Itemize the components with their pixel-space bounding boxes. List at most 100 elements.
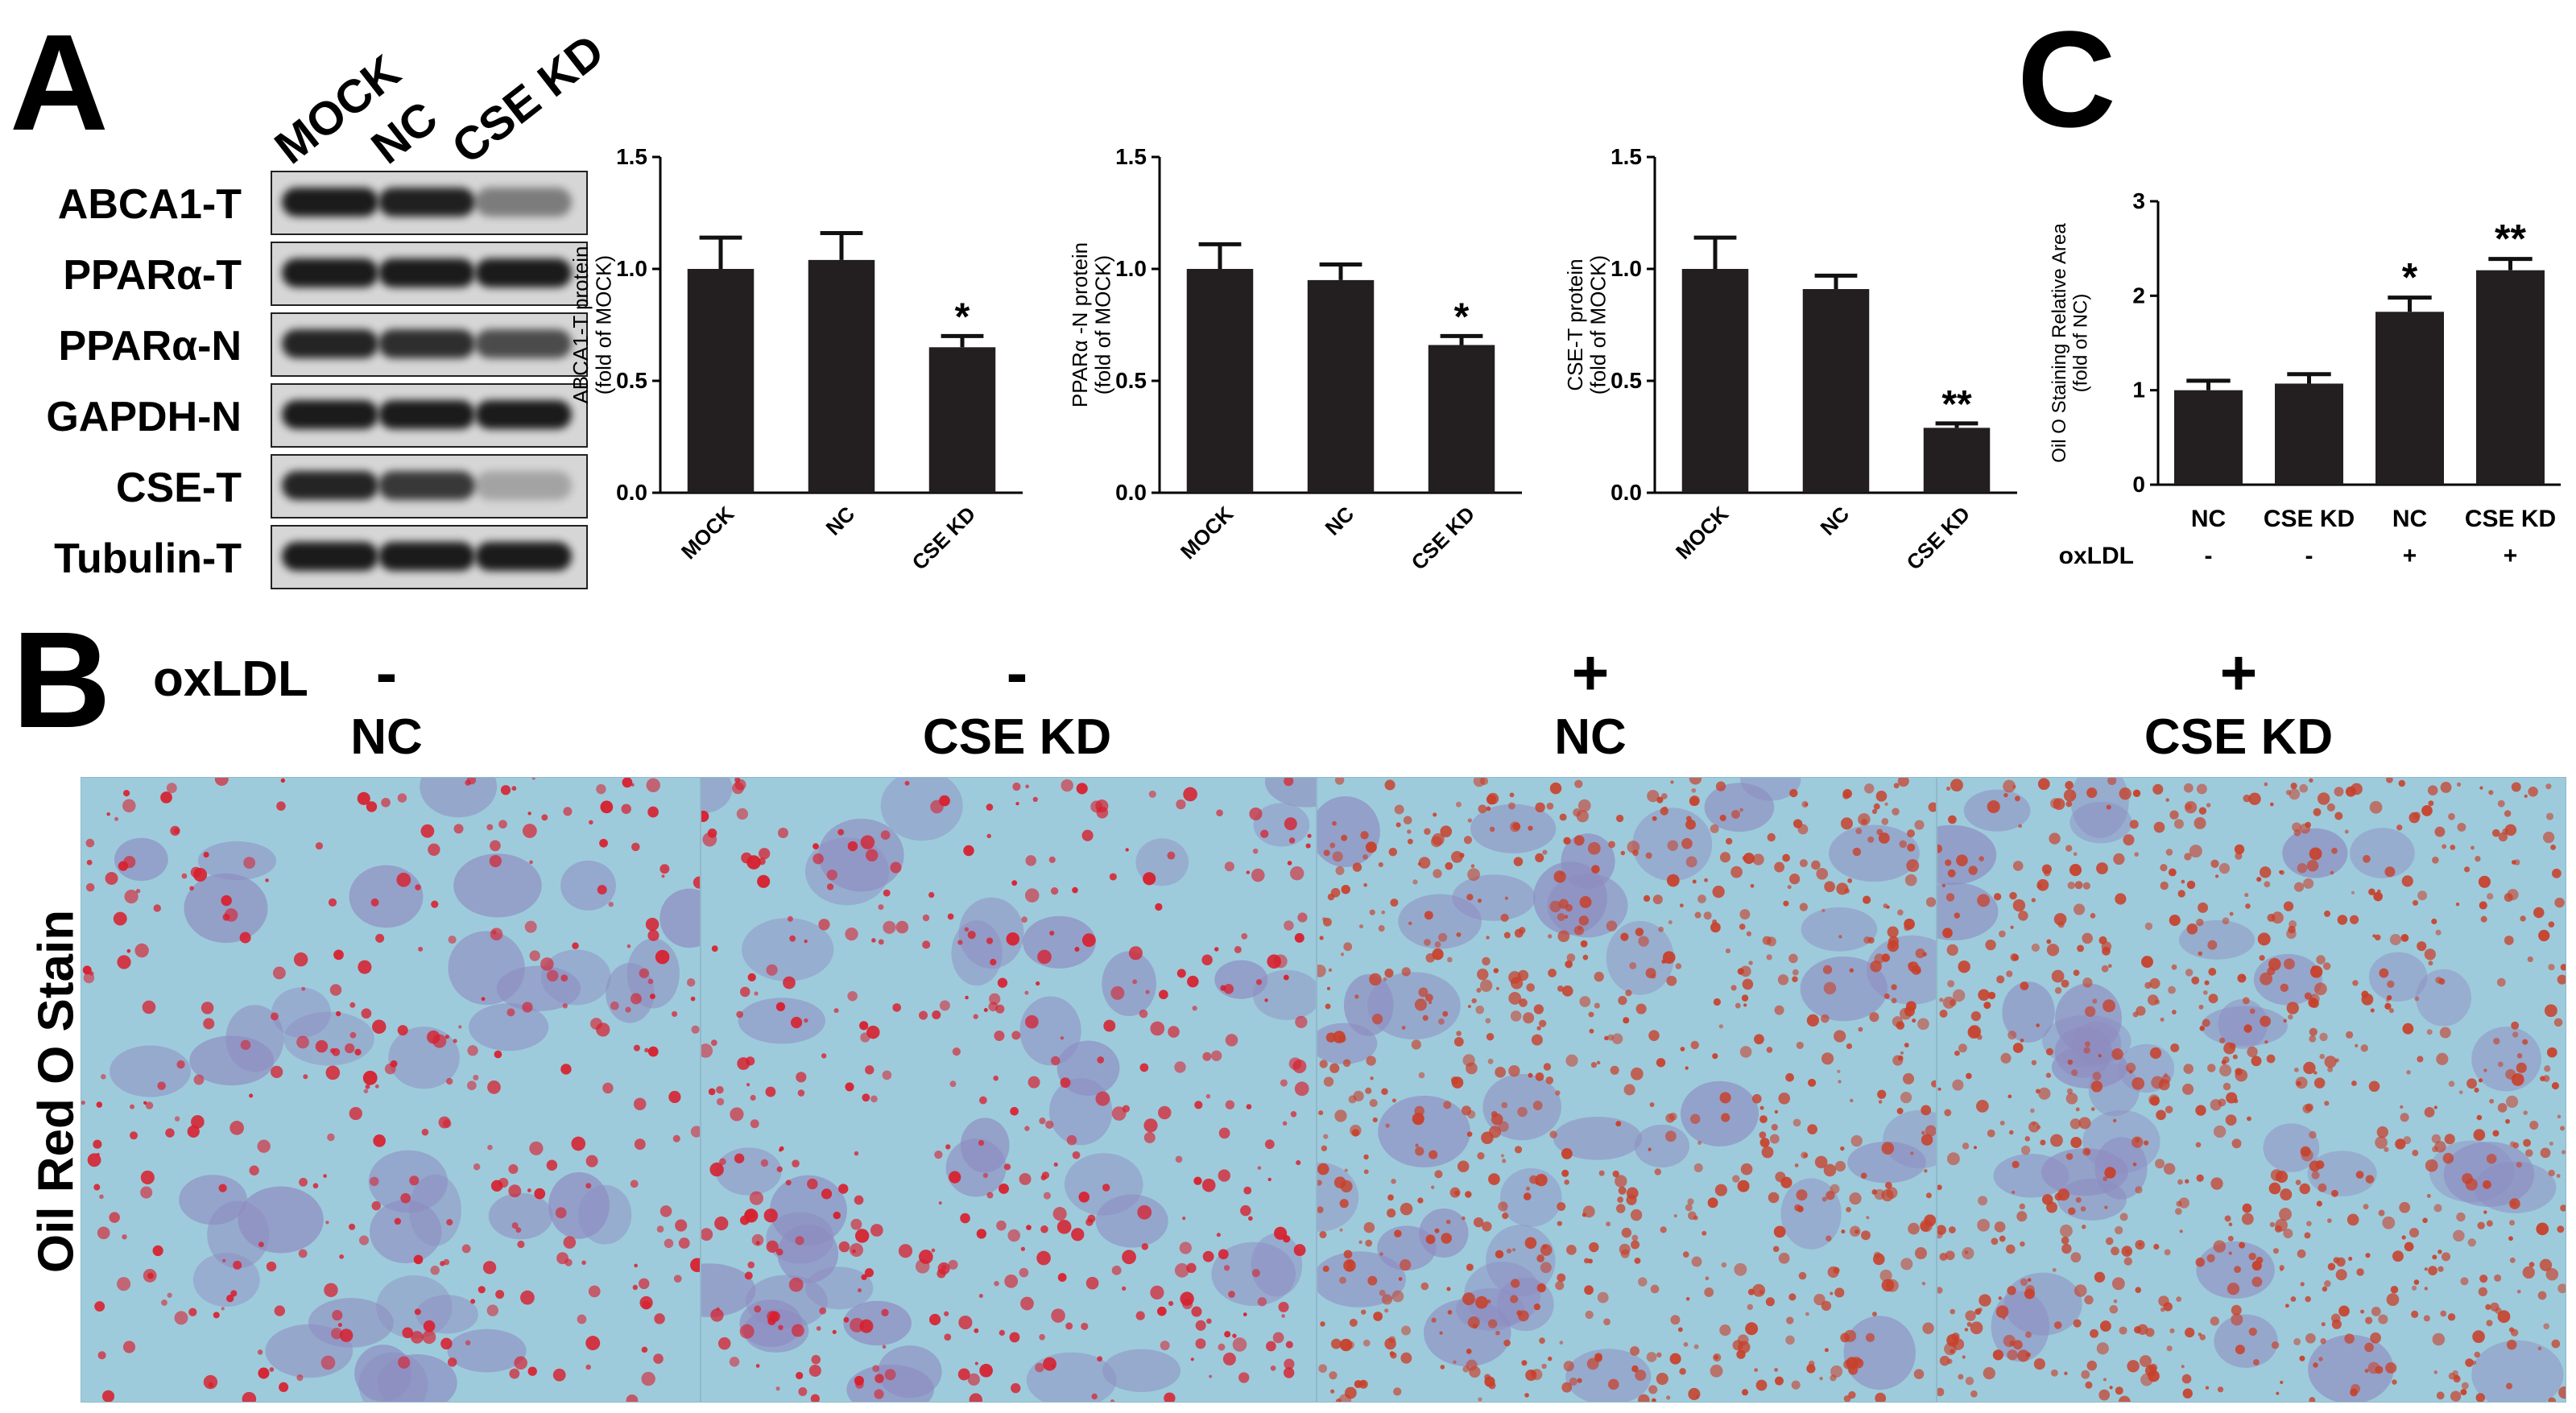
lipid-droplet bbox=[1561, 1147, 1573, 1159]
lipid-droplet bbox=[1323, 1076, 1334, 1087]
blot-band bbox=[282, 258, 378, 287]
lipid-droplet bbox=[2007, 1349, 2018, 1361]
lipid-droplet bbox=[2300, 823, 2310, 834]
lipid-droplet bbox=[872, 1365, 880, 1373]
lipid-droplet bbox=[1334, 778, 1345, 785]
cell-nucleus bbox=[2214, 1314, 2278, 1368]
lipid-droplet bbox=[2109, 1386, 2113, 1390]
lipid-droplet bbox=[1792, 819, 1803, 828]
lipid-droplet bbox=[739, 986, 750, 998]
lipid-droplet bbox=[2038, 1087, 2051, 1100]
lipid-droplet bbox=[1589, 1242, 1599, 1253]
lipid-droplet bbox=[978, 1139, 985, 1147]
lipid-droplet bbox=[1418, 987, 1429, 998]
lipid-droplet bbox=[871, 938, 876, 943]
lipid-droplet bbox=[1565, 903, 1573, 912]
lipid-droplet bbox=[878, 904, 884, 911]
lipid-droplet bbox=[843, 1316, 850, 1323]
lipid-droplet bbox=[1049, 930, 1055, 936]
lipid-droplet bbox=[135, 888, 141, 894]
micrograph-image bbox=[1937, 778, 2566, 1402]
lipid-droplet bbox=[2313, 1071, 2318, 1075]
lipid-droplet bbox=[1365, 1239, 1373, 1247]
lipid-droplet bbox=[1893, 783, 1900, 789]
lipid-droplet bbox=[1798, 1271, 1807, 1280]
lipid-droplet bbox=[1661, 959, 1666, 964]
lipid-droplet bbox=[1240, 1204, 1251, 1217]
lipid-droplet bbox=[1305, 843, 1311, 849]
lipid-droplet bbox=[1081, 933, 1096, 948]
lipid-droplet bbox=[1557, 913, 1565, 922]
lipid-droplet bbox=[1621, 1227, 1632, 1238]
cell-nucleus bbox=[960, 1118, 1010, 1173]
lipid-droplet bbox=[2078, 1117, 2091, 1130]
lipid-droplet bbox=[668, 1090, 681, 1104]
lipid-droplet bbox=[1904, 1043, 1909, 1048]
lipid-droplet bbox=[1679, 903, 1684, 908]
blot-row-label: GAPDH-N bbox=[46, 394, 242, 440]
lipid-droplet bbox=[2351, 1080, 2357, 1086]
lipid-droplet bbox=[1186, 1262, 1197, 1274]
lipid-droplet bbox=[203, 1374, 218, 1390]
lipid-droplet bbox=[240, 1039, 251, 1051]
lipid-droplet bbox=[1695, 1395, 1699, 1399]
lipid-droplet bbox=[1598, 1170, 1605, 1176]
lipid-droplet bbox=[1586, 1357, 1599, 1370]
lipid-droplet bbox=[541, 814, 548, 821]
lipid-droplet bbox=[118, 861, 129, 871]
lipid-droplet bbox=[964, 927, 970, 932]
lipid-droplet bbox=[1610, 1065, 1619, 1075]
x-tick-label: CSE KD bbox=[2465, 506, 2556, 532]
lipid-droplet bbox=[1765, 1297, 1775, 1307]
lipid-droplet bbox=[2202, 1018, 2210, 1027]
lipid-droplet bbox=[859, 1021, 869, 1031]
lipid-droplet bbox=[1045, 1120, 1054, 1129]
lipid-droplet bbox=[1585, 1310, 1594, 1320]
lipid-droplet bbox=[2198, 951, 2203, 956]
lipid-droplet bbox=[1973, 1146, 1977, 1150]
lipid-droplet bbox=[777, 828, 789, 839]
lipid-droplet bbox=[266, 1261, 277, 1272]
lipid-droplet bbox=[2247, 1046, 2258, 1058]
lipid-droplet bbox=[766, 964, 778, 976]
lipid-droplet bbox=[276, 801, 286, 811]
lipid-droplet bbox=[1414, 998, 1427, 1011]
lipid-droplet bbox=[1139, 1009, 1148, 1018]
lipid-droplet bbox=[1805, 1312, 1809, 1316]
lipid-droplet bbox=[763, 1208, 778, 1223]
lipid-droplet bbox=[1125, 848, 1129, 852]
lipid-droplet bbox=[2259, 955, 2265, 961]
lipid-droplet bbox=[2545, 783, 2552, 790]
lipid-droplet bbox=[1516, 1310, 1523, 1316]
lipid-droplet bbox=[2132, 1162, 2137, 1167]
lipid-droplet bbox=[498, 1177, 509, 1188]
lipid-droplet bbox=[1860, 1172, 1867, 1180]
lipid-droplet bbox=[2152, 783, 2164, 795]
lipid-droplet bbox=[1584, 1285, 1594, 1295]
lipid-droplet bbox=[1693, 1344, 1699, 1349]
lipid-droplet bbox=[1252, 848, 1259, 854]
lipid-droplet bbox=[1591, 865, 1600, 874]
lipid-droplet bbox=[788, 1277, 804, 1292]
lipid-droplet bbox=[1524, 1237, 1537, 1250]
lipid-droplet bbox=[2433, 1105, 2437, 1109]
lipid-droplet bbox=[734, 1153, 745, 1163]
lipid-droplet bbox=[2148, 1094, 2160, 1105]
lipid-droplet bbox=[189, 886, 194, 891]
x-tick-label: MOCK bbox=[676, 502, 739, 564]
lipid-droplet bbox=[1767, 833, 1776, 842]
lipid-droplet bbox=[1869, 1012, 1879, 1023]
lipid-droplet bbox=[1122, 1286, 1127, 1291]
lipid-droplet bbox=[1559, 871, 1564, 876]
lipid-droplet bbox=[1150, 1021, 1165, 1036]
lipid-droplet bbox=[1290, 1111, 1297, 1118]
lipid-droplet bbox=[269, 1367, 275, 1372]
lipid-droplet bbox=[1495, 986, 1499, 990]
lipid-droplet bbox=[2003, 779, 2016, 793]
lipid-droplet bbox=[465, 1340, 471, 1346]
lipid-droplet bbox=[1638, 1394, 1650, 1402]
lipid-droplet bbox=[660, 1205, 672, 1217]
lipid-droplet bbox=[1842, 792, 1850, 799]
lipid-droplet bbox=[1937, 1287, 1943, 1294]
lipid-droplet bbox=[1264, 1139, 1275, 1150]
